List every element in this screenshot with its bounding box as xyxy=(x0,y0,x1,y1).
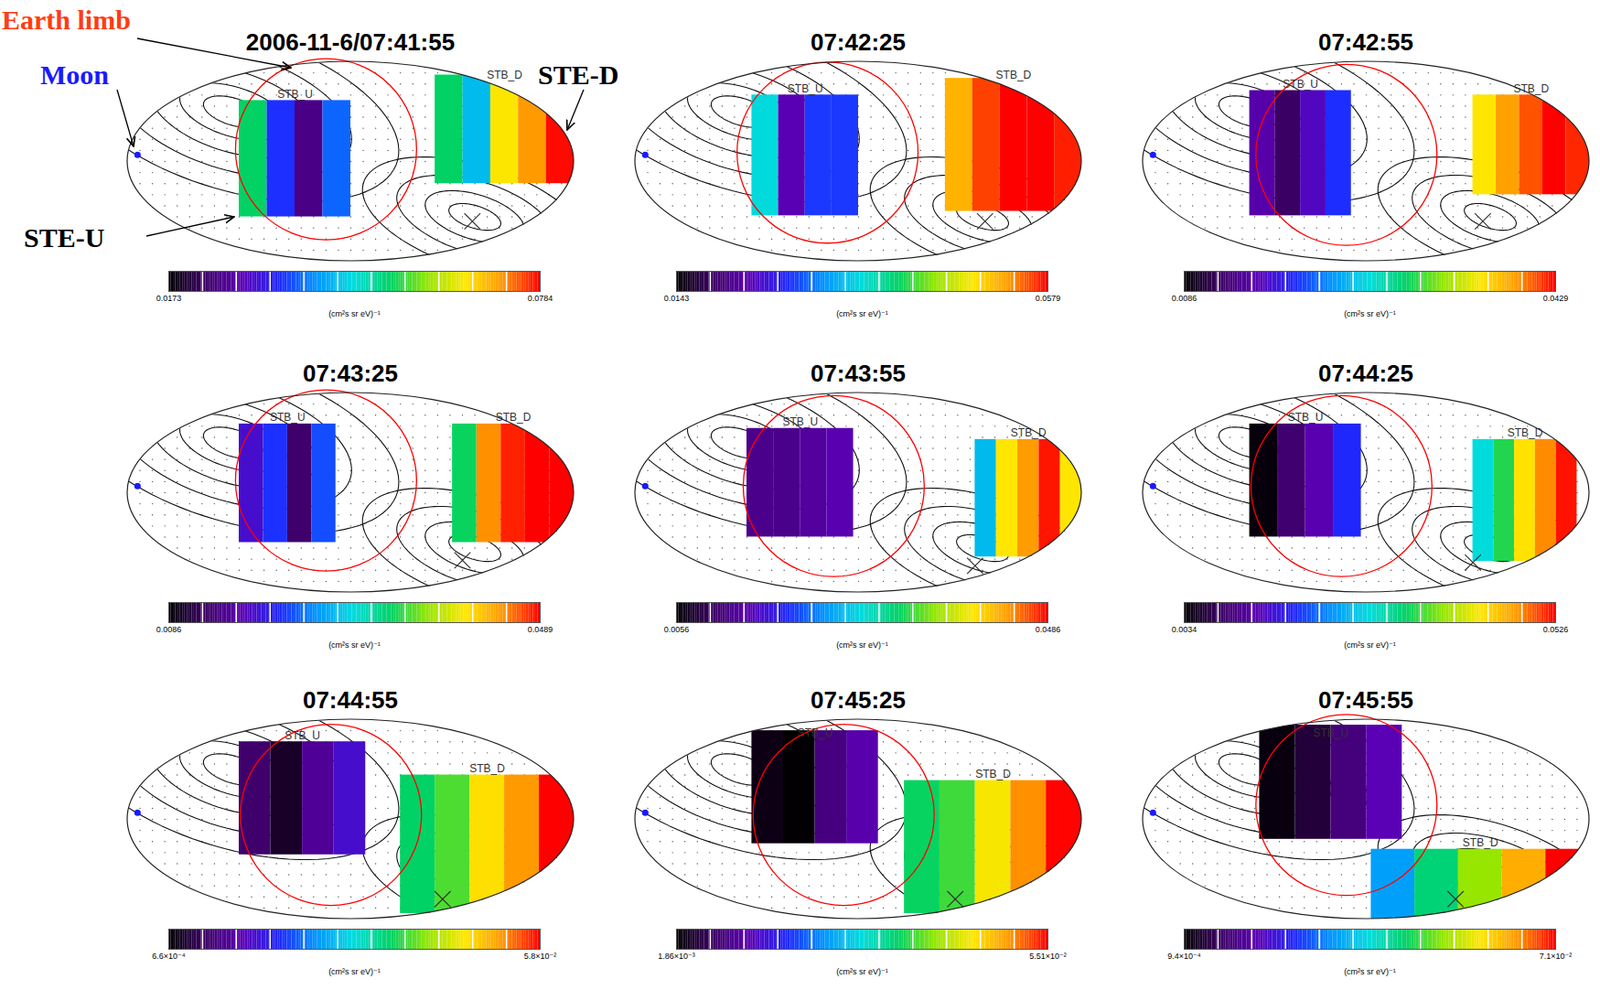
svg-text:0.0034: 0.0034 xyxy=(1171,624,1198,634)
svg-text:0.0526: 0.0526 xyxy=(1543,624,1569,634)
svg-text:0.0486: 0.0486 xyxy=(1035,624,1062,634)
svg-text:STB_D: STB_D xyxy=(469,762,505,775)
html-text:07:43:25: 07:43:25 xyxy=(302,359,398,387)
svg-text:0.0579: 0.0579 xyxy=(1035,293,1062,303)
html-text:07:44:55: 07:44:55 xyxy=(302,686,398,714)
svg-text:0.0429: 0.0429 xyxy=(1543,293,1569,303)
svg-text:STB_D: STB_D xyxy=(486,68,523,82)
svg-text:STB_U: STB_U xyxy=(284,729,321,742)
svg-text:Earth limb: Earth limb xyxy=(1,4,131,35)
html-text:2006-11-6/07:41:55: 2006-11-6/07:41:55 xyxy=(245,28,455,56)
svg-text:0.0086: 0.0086 xyxy=(1171,293,1198,303)
svg-text:(cm²s sr eV)⁻¹: (cm²s sr eV)⁻¹ xyxy=(1343,309,1396,319)
svg-text:5.8×10⁻²: 5.8×10⁻² xyxy=(524,951,558,961)
html-text:07:45:55: 07:45:55 xyxy=(1318,686,1414,714)
html-text:07:43:55: 07:43:55 xyxy=(810,359,906,387)
svg-text:STB_D: STB_D xyxy=(1462,836,1499,849)
svg-text:STB_D: STB_D xyxy=(495,410,532,424)
html-text:07:45:25: 07:45:25 xyxy=(810,686,906,714)
svg-text:STB_U: STB_U xyxy=(1313,726,1350,740)
svg-text:(cm²s sr eV)⁻¹: (cm²s sr eV)⁻¹ xyxy=(1343,966,1396,977)
html-text:07:42:55: 07:42:55 xyxy=(1318,28,1414,56)
html-text:07:44:25: 07:44:25 xyxy=(1318,359,1414,387)
html-text:07:42:25: 07:42:25 xyxy=(810,28,906,56)
svg-text:STB_U: STB_U xyxy=(1288,410,1324,424)
svg-text:0.0086: 0.0086 xyxy=(156,624,183,634)
svg-text:7.1×10⁻²: 7.1×10⁻² xyxy=(1539,951,1573,961)
svg-text:STB_D: STB_D xyxy=(1010,426,1047,440)
svg-text:STE-D: STE-D xyxy=(537,59,619,90)
svg-text:STB_D: STB_D xyxy=(975,767,1011,781)
svg-text:STB_U: STB_U xyxy=(797,726,834,740)
svg-text:(cm²s sr eV)⁻¹: (cm²s sr eV)⁻¹ xyxy=(836,966,889,977)
svg-text:(cm²s sr eV)⁻¹: (cm²s sr eV)⁻¹ xyxy=(836,640,889,650)
svg-text:STB_U: STB_U xyxy=(1282,77,1319,91)
svg-text:STB_U: STB_U xyxy=(787,82,824,96)
svg-text:Moon: Moon xyxy=(40,59,109,90)
svg-text:(cm²s sr eV)⁻¹: (cm²s sr eV)⁻¹ xyxy=(1343,640,1396,650)
svg-text:0.0173: 0.0173 xyxy=(156,293,183,303)
svg-text:0.0784: 0.0784 xyxy=(527,293,554,303)
svg-text:(cm²s sr eV)⁻¹: (cm²s sr eV)⁻¹ xyxy=(328,966,381,977)
svg-text:0.0489: 0.0489 xyxy=(527,624,554,634)
svg-text:0.0143: 0.0143 xyxy=(664,293,690,303)
svg-text:0.0056: 0.0056 xyxy=(664,624,690,634)
svg-text:STB_U: STB_U xyxy=(782,415,818,429)
svg-text:6.6×10⁻⁴: 6.6×10⁻⁴ xyxy=(151,951,186,961)
svg-text:STE-U: STE-U xyxy=(23,222,105,253)
svg-text:STB_D: STB_D xyxy=(1513,82,1549,95)
svg-text:STB_U: STB_U xyxy=(269,410,306,424)
svg-text:(cm²s sr eV)⁻¹: (cm²s sr eV)⁻¹ xyxy=(836,309,889,319)
svg-text:STB_D: STB_D xyxy=(1507,426,1543,440)
svg-text:5.51×10⁻²: 5.51×10⁻² xyxy=(1029,951,1067,961)
svg-text:STB_D: STB_D xyxy=(996,68,1032,82)
svg-text:STB_U: STB_U xyxy=(277,87,313,101)
svg-text:(cm²s sr eV)⁻¹: (cm²s sr eV)⁻¹ xyxy=(328,309,381,319)
svg-text:1.86×10⁻³: 1.86×10⁻³ xyxy=(657,951,696,961)
svg-text:9.4×10⁻⁴: 9.4×10⁻⁴ xyxy=(1167,951,1202,961)
svg-text:(cm²s sr eV)⁻¹: (cm²s sr eV)⁻¹ xyxy=(328,640,381,650)
